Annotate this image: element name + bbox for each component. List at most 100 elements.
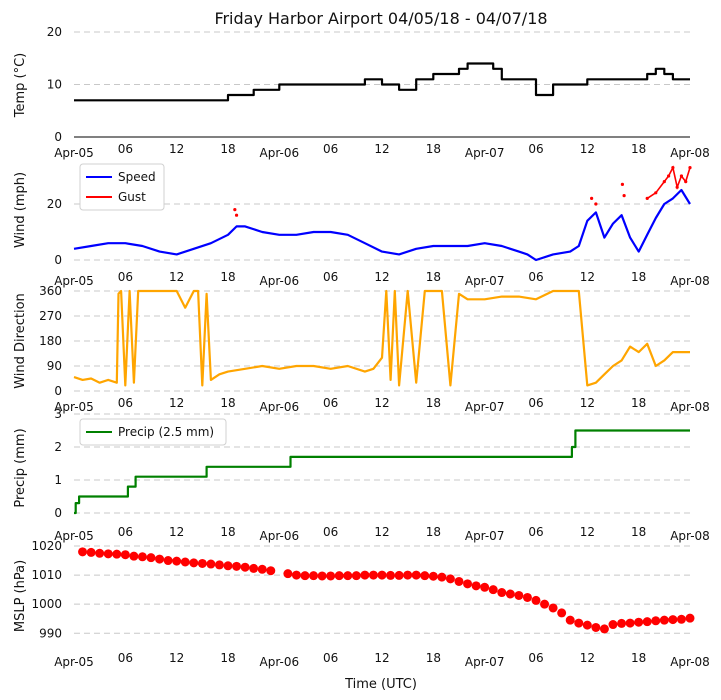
data-point <box>291 570 301 580</box>
data-point <box>463 579 473 589</box>
y-axis-label: Wind Direction <box>13 293 28 389</box>
data-point <box>497 588 507 598</box>
x-tick-label: 06 <box>118 270 133 284</box>
x-tick-label: 12 <box>169 142 184 156</box>
data-point <box>403 570 413 580</box>
panel-temp: 0 10 20 Temp (°C) Apr-05 06 12 18 Apr-06 06 12 18 Ap… <box>13 25 710 160</box>
data-point <box>634 617 644 627</box>
x-tick-label: 18 <box>426 270 441 284</box>
y-tick-label: 90 <box>47 359 62 373</box>
x-tick-label: Apr-08 <box>670 146 710 160</box>
data-point <box>343 571 353 581</box>
data-point <box>78 547 88 557</box>
x-tick-label: 12 <box>580 270 595 284</box>
data-point <box>334 571 344 581</box>
x-tick-label: 18 <box>631 651 646 665</box>
y-tick-label: 360 <box>39 284 62 298</box>
data-point <box>137 552 147 562</box>
x-tick-label: 18 <box>220 142 235 156</box>
data-point <box>676 614 686 624</box>
data-point <box>95 548 105 558</box>
x-tick-label: Apr-06 <box>260 529 300 543</box>
y-tick-label: 1020 <box>31 539 62 553</box>
y-tick-label: 1 <box>54 473 62 487</box>
series-line <box>73 289 690 387</box>
data-point <box>240 562 250 572</box>
x-tick-label: 06 <box>323 651 338 665</box>
data-point <box>591 622 601 632</box>
x-tick-label: 06 <box>528 142 543 156</box>
x-tick-label: 18 <box>631 396 646 410</box>
data-point <box>326 571 336 581</box>
series-line <box>646 165 691 200</box>
data-point <box>368 570 378 580</box>
x-tick-label: Apr-08 <box>670 655 710 669</box>
x-tick-label: 12 <box>169 651 184 665</box>
data-point <box>223 561 233 571</box>
y-tick-label: 990 <box>39 626 62 640</box>
data-point <box>233 208 237 212</box>
series-line <box>73 188 691 262</box>
x-tick-label: 18 <box>220 525 235 539</box>
x-tick-label: Apr-05 <box>54 274 94 288</box>
x-tick-label: 06 <box>118 525 133 539</box>
x-tick-label: 12 <box>374 270 389 284</box>
y-tick-label: 180 <box>39 334 62 348</box>
y-axis-label: MSLP (hPa) <box>13 560 28 632</box>
x-tick-label: Apr-07 <box>465 146 505 160</box>
y-tick-label: 1000 <box>31 597 62 611</box>
x-tick-label: Apr-05 <box>54 655 94 669</box>
x-tick-label: 18 <box>426 651 441 665</box>
x-tick-label: Apr-05 <box>54 146 94 160</box>
data-point <box>574 618 584 628</box>
data-point <box>557 608 567 618</box>
data-point <box>651 616 661 626</box>
y-tick-label: 20 <box>47 25 62 39</box>
data-point <box>514 590 524 600</box>
data-point <box>454 576 464 586</box>
x-tick-label: 18 <box>631 525 646 539</box>
x-tick-label: 12 <box>580 651 595 665</box>
data-point <box>522 592 532 602</box>
x-tick-label: 06 <box>528 525 543 539</box>
x-tick-label: Apr-06 <box>260 400 300 414</box>
x-tick-label: Apr-08 <box>670 529 710 543</box>
y-tick-label: 3 <box>54 407 62 421</box>
y-tick-label: 0 <box>54 384 62 398</box>
data-point <box>377 570 387 580</box>
x-tick-label: Apr-06 <box>260 655 300 669</box>
data-point <box>351 571 361 581</box>
x-tick-label: Apr-05 <box>54 529 94 543</box>
data-point <box>620 182 625 186</box>
x-tick-label: 18 <box>426 396 441 410</box>
data-point <box>622 194 626 198</box>
x-tick-label: 06 <box>528 270 543 284</box>
data-point <box>685 613 695 623</box>
data-point <box>420 571 430 581</box>
data-point <box>582 620 592 630</box>
y-tick-label: 270 <box>39 309 62 323</box>
data-point <box>249 563 259 573</box>
legend-box <box>79 163 165 211</box>
data-point <box>206 559 216 569</box>
x-tick-label: 06 <box>118 142 133 156</box>
x-tick-label: Apr-06 <box>260 146 300 160</box>
data-point <box>480 582 490 592</box>
x-tick-label: 18 <box>220 270 235 284</box>
y-axis-label: Precip (mm) <box>13 428 28 507</box>
x-tick-label: 18 <box>426 142 441 156</box>
x-tick-label: 18 <box>631 142 646 156</box>
data-point <box>594 202 598 206</box>
x-tick-label: 12 <box>580 142 595 156</box>
x-tick-label: 06 <box>528 396 543 410</box>
data-point <box>180 557 190 567</box>
x-tick-label: Apr-05 <box>54 400 94 414</box>
panel-dir: 0 90 180 270 360 Wind Direction Apr-05 06 12 18 Ap… <box>13 284 710 414</box>
x-tick-label: 12 <box>169 525 184 539</box>
data-point <box>488 585 498 595</box>
data-point <box>112 549 122 559</box>
data-point <box>505 589 515 599</box>
data-point <box>471 581 481 591</box>
